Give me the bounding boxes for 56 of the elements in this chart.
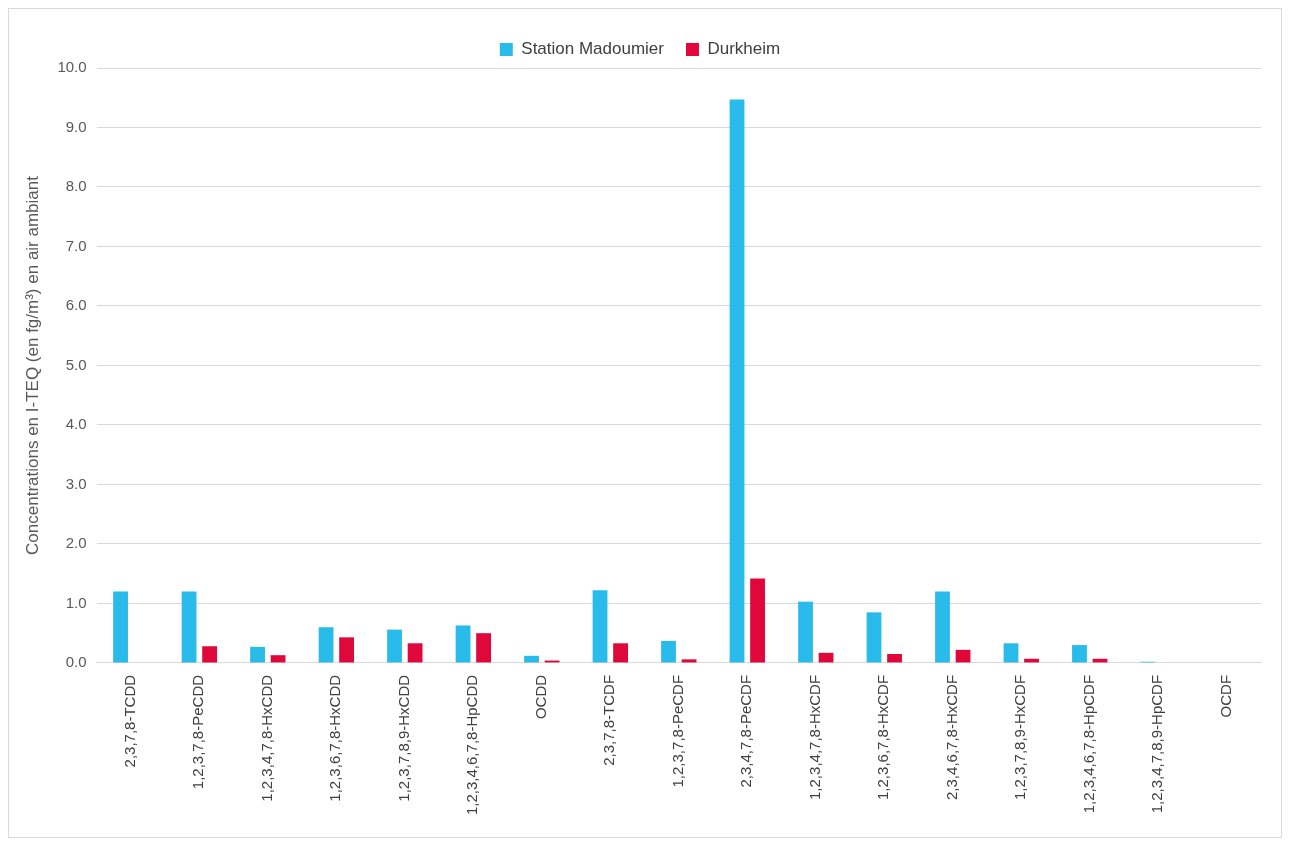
x-tick-label: 2,3,4,6,7,8-HxCDF xyxy=(942,674,960,800)
bar xyxy=(181,591,197,663)
bar xyxy=(1072,645,1087,663)
legend-label: Station Madoumier xyxy=(521,39,665,59)
y-axis-title: Concentrations en I-TEQ (en fg/m³) en air ambiant xyxy=(22,175,42,555)
x-tick-label: 1,2,3,6,7,8-HxCDD xyxy=(326,674,344,802)
bar xyxy=(935,591,950,663)
y-tick-label: 3.0 xyxy=(65,474,87,492)
y-tick-label: 4.0 xyxy=(65,415,87,433)
y-tick-label: 1.0 xyxy=(65,593,87,611)
bar xyxy=(455,625,471,663)
x-tick-label: OCDD xyxy=(531,674,549,720)
y-tick-label: 8.0 xyxy=(65,177,87,195)
bar xyxy=(387,629,402,663)
bar xyxy=(955,649,971,663)
bar xyxy=(270,655,286,663)
legend-label: Durkheim xyxy=(707,39,781,59)
bar xyxy=(476,633,491,663)
x-tick-label: 1,2,3,4,7,8-HxCDD xyxy=(257,674,275,802)
x-tick-label: 2,3,7,8-TCDF xyxy=(600,674,618,766)
x-tick-label: 1,2,3,7,8,9-HxCDF xyxy=(1011,674,1029,800)
x-tick-label: 1,2,3,4,6,7,8-HpCDF xyxy=(1079,674,1097,814)
bar xyxy=(798,601,813,663)
bar xyxy=(113,591,128,663)
bar xyxy=(887,654,902,663)
y-tick-label: 6.0 xyxy=(65,296,87,314)
bar xyxy=(681,659,697,663)
x-tick-label: 1,2,3,4,7,8,9-HpCDF xyxy=(1148,674,1166,814)
bar xyxy=(613,643,628,663)
y-tick-label: 0.0 xyxy=(65,653,87,671)
bar xyxy=(866,612,882,663)
bar xyxy=(407,643,423,663)
bar xyxy=(592,590,608,663)
bar xyxy=(1003,643,1019,663)
y-tick-label: 9.0 xyxy=(65,117,87,135)
bar xyxy=(729,99,745,663)
y-tick-label: 5.0 xyxy=(65,355,87,373)
x-tick-label: 2,3,4,7,8-PeCDF xyxy=(737,674,755,788)
bar xyxy=(318,627,334,663)
x-tick-label: OCDF xyxy=(1216,674,1234,718)
x-tick-label: 1,2,3,4,6,7,8-HpCDD xyxy=(463,674,481,816)
bar xyxy=(202,646,218,663)
x-tick-label: 1,2,3,7,8,9-HxCDD xyxy=(394,674,412,802)
y-tick-label: 7.0 xyxy=(65,236,87,254)
bar xyxy=(250,646,265,663)
x-tick-label: 1,2,3,7,8-PeCDF xyxy=(668,674,686,788)
x-tick-label: 1,2,3,4,7,8-HxCDF xyxy=(805,674,823,800)
y-tick-label: 10.0 xyxy=(57,58,87,76)
x-tick-label: 2,3,7,8-TCDD xyxy=(120,674,138,768)
x-tick-label: 1,2,3,7,8-PeCDD xyxy=(189,674,207,790)
bar xyxy=(339,637,354,663)
y-tick-label: 2.0 xyxy=(65,534,87,552)
x-tick-label: 1,2,3,6,7,8-HxCDF xyxy=(874,674,892,800)
bar xyxy=(524,655,539,663)
bar xyxy=(750,578,765,663)
bar xyxy=(661,640,676,663)
